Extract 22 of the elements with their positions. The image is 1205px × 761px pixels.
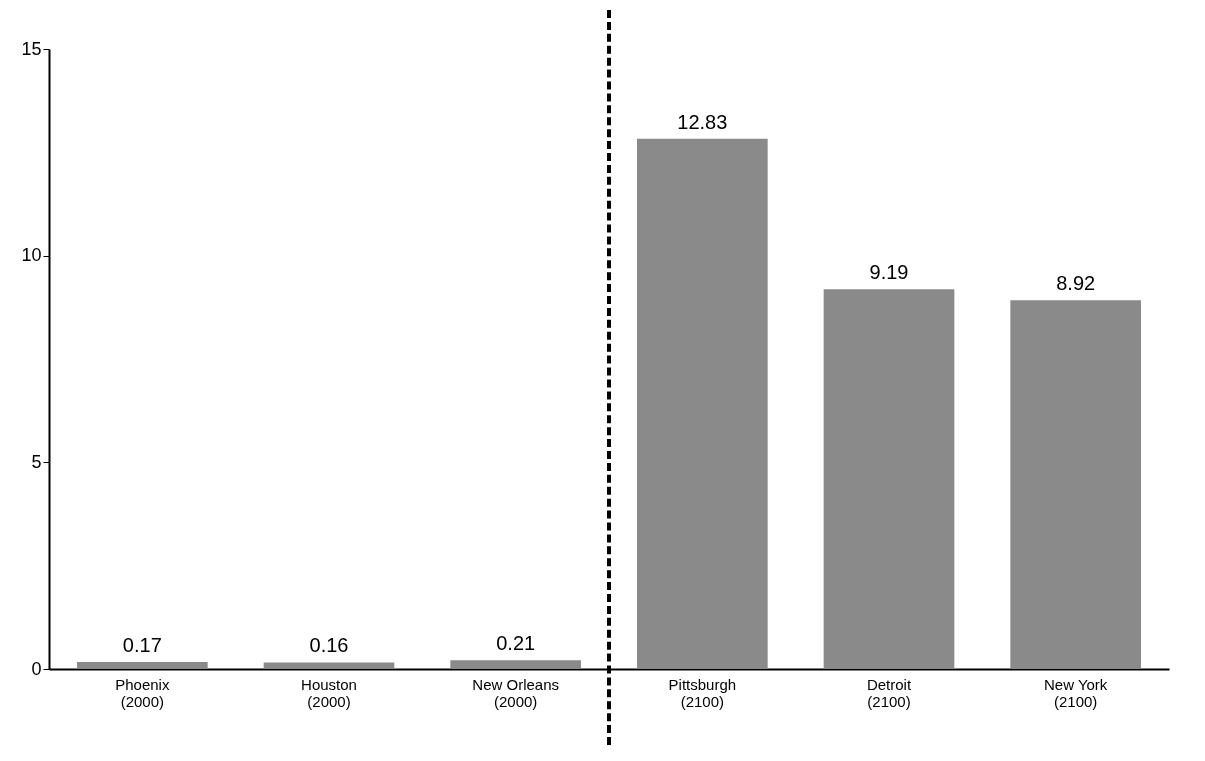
x-tick-label: Pittsburgh (2100) xyxy=(668,675,737,710)
data-label: 9.19 xyxy=(869,261,909,284)
x-tick-label: Detroit (2100) xyxy=(866,675,912,710)
bar xyxy=(77,661,208,669)
x-tick-label: New York (2100) xyxy=(1043,675,1108,710)
y-tick-label: 15 xyxy=(21,38,42,59)
bar xyxy=(263,662,395,669)
y-tick-label: 10 xyxy=(21,245,42,266)
y-tick-label: 0 xyxy=(31,658,42,679)
x-tick-label: Phoenix (2000) xyxy=(115,675,170,710)
x-tick-label: New Orleans (2000) xyxy=(472,675,560,710)
bar xyxy=(450,660,581,669)
bar xyxy=(1010,300,1141,669)
data-label: 12.83 xyxy=(677,110,728,133)
data-label: 8.92 xyxy=(1056,272,1096,295)
x-tick-label: Houston (2000) xyxy=(301,675,357,710)
bar xyxy=(823,289,955,669)
data-label: 0.21 xyxy=(496,632,536,655)
data-label: 0.17 xyxy=(122,633,162,656)
y-tick-label: 5 xyxy=(31,451,42,472)
bar xyxy=(637,138,768,669)
data-label: 0.16 xyxy=(309,634,349,657)
